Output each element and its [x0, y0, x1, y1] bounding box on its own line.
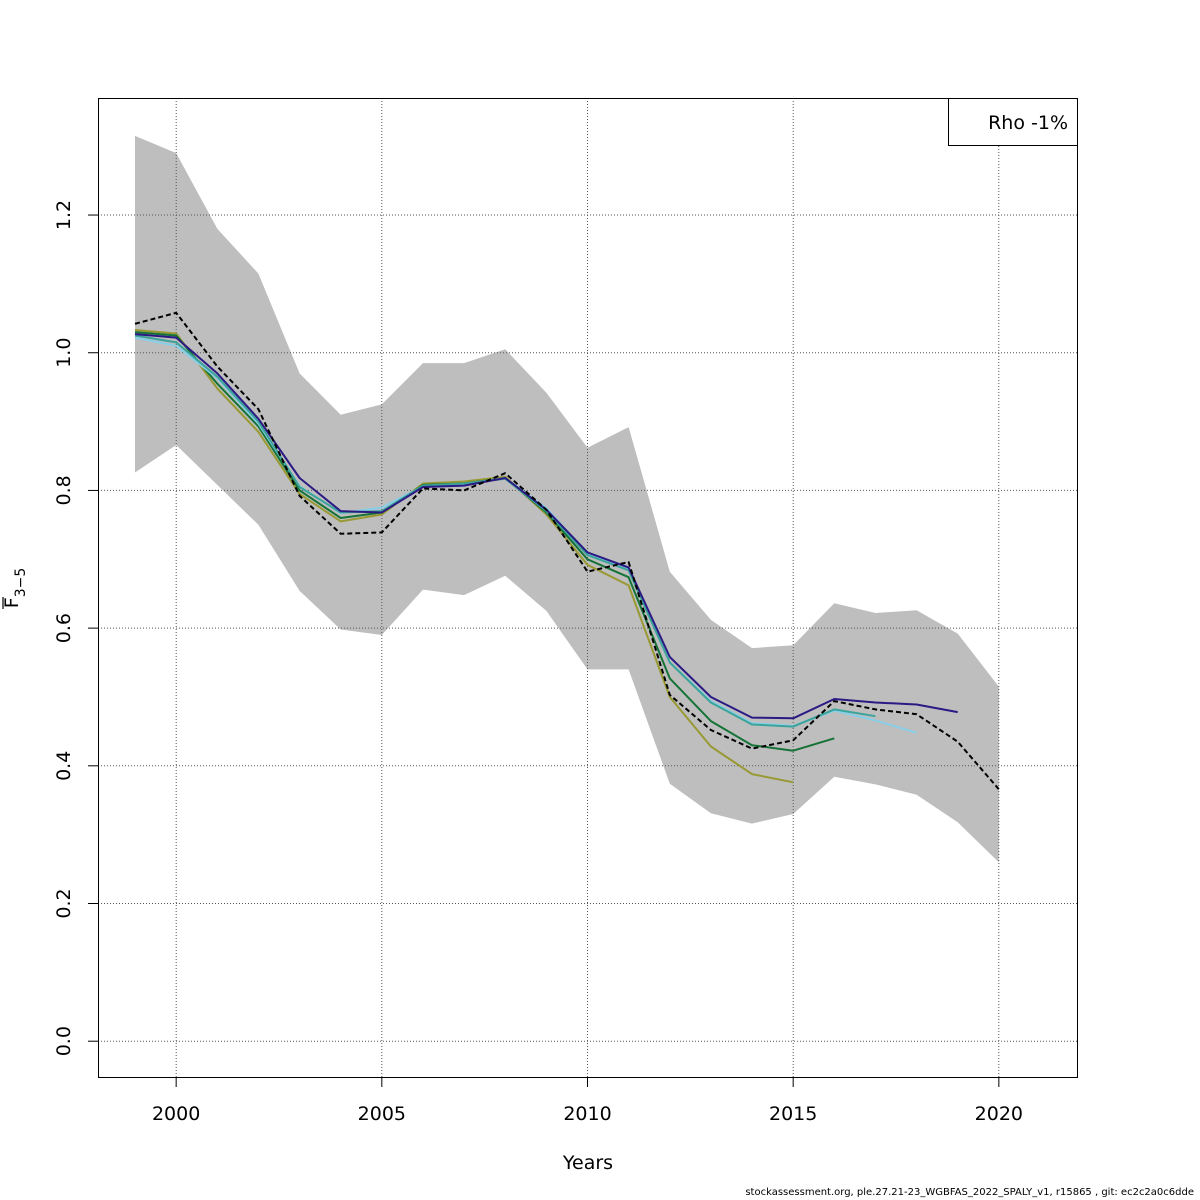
y-tick-label: 0.4 [53, 751, 75, 781]
y-tick-label: 0.8 [53, 475, 75, 505]
y-tick-label: 1.0 [53, 338, 75, 368]
x-axis: 2000 2005 2010 2015 2020 [152, 1077, 1023, 1125]
x-tick-label: 2005 [358, 1103, 406, 1125]
y-axis-title-main: F [1, 597, 23, 608]
footer-source: stockassessment.org, ple.27.21-23_WGBFAS… [745, 1187, 1194, 1198]
grid-layer [98, 98, 1077, 1077]
y-axis-title: F3−5 [1, 568, 29, 609]
x-axis-title: Years [562, 1152, 613, 1174]
series-line-6 [134, 329, 794, 784]
confidence-band [135, 135, 999, 863]
x-tick-label: 2010 [563, 1103, 611, 1125]
y-axis-title-subscript: 3−5 [13, 568, 29, 598]
legend-label: Rho -1% [988, 112, 1068, 134]
series-line-final [134, 311, 1000, 790]
y-tick-label: 1.2 [53, 200, 75, 230]
svg-text:F3−5: F3−5 [1, 568, 29, 608]
y-tick-label: 0.0 [53, 1026, 75, 1056]
confidence-band-layer [135, 135, 999, 863]
x-tick-label: 2015 [769, 1103, 817, 1125]
y-tick-label: 0.2 [53, 888, 75, 918]
x-tick-label: 2000 [152, 1103, 200, 1125]
series-layer [134, 311, 1000, 790]
legend: Rho -1% [948, 98, 1078, 146]
legend-box [948, 98, 1078, 146]
y-axis: 0.0 0.2 0.4 0.6 0.8 1.0 1.2 [53, 200, 98, 1056]
y-tick-label: 0.6 [53, 613, 75, 643]
x-tick-label: 2020 [975, 1103, 1023, 1125]
